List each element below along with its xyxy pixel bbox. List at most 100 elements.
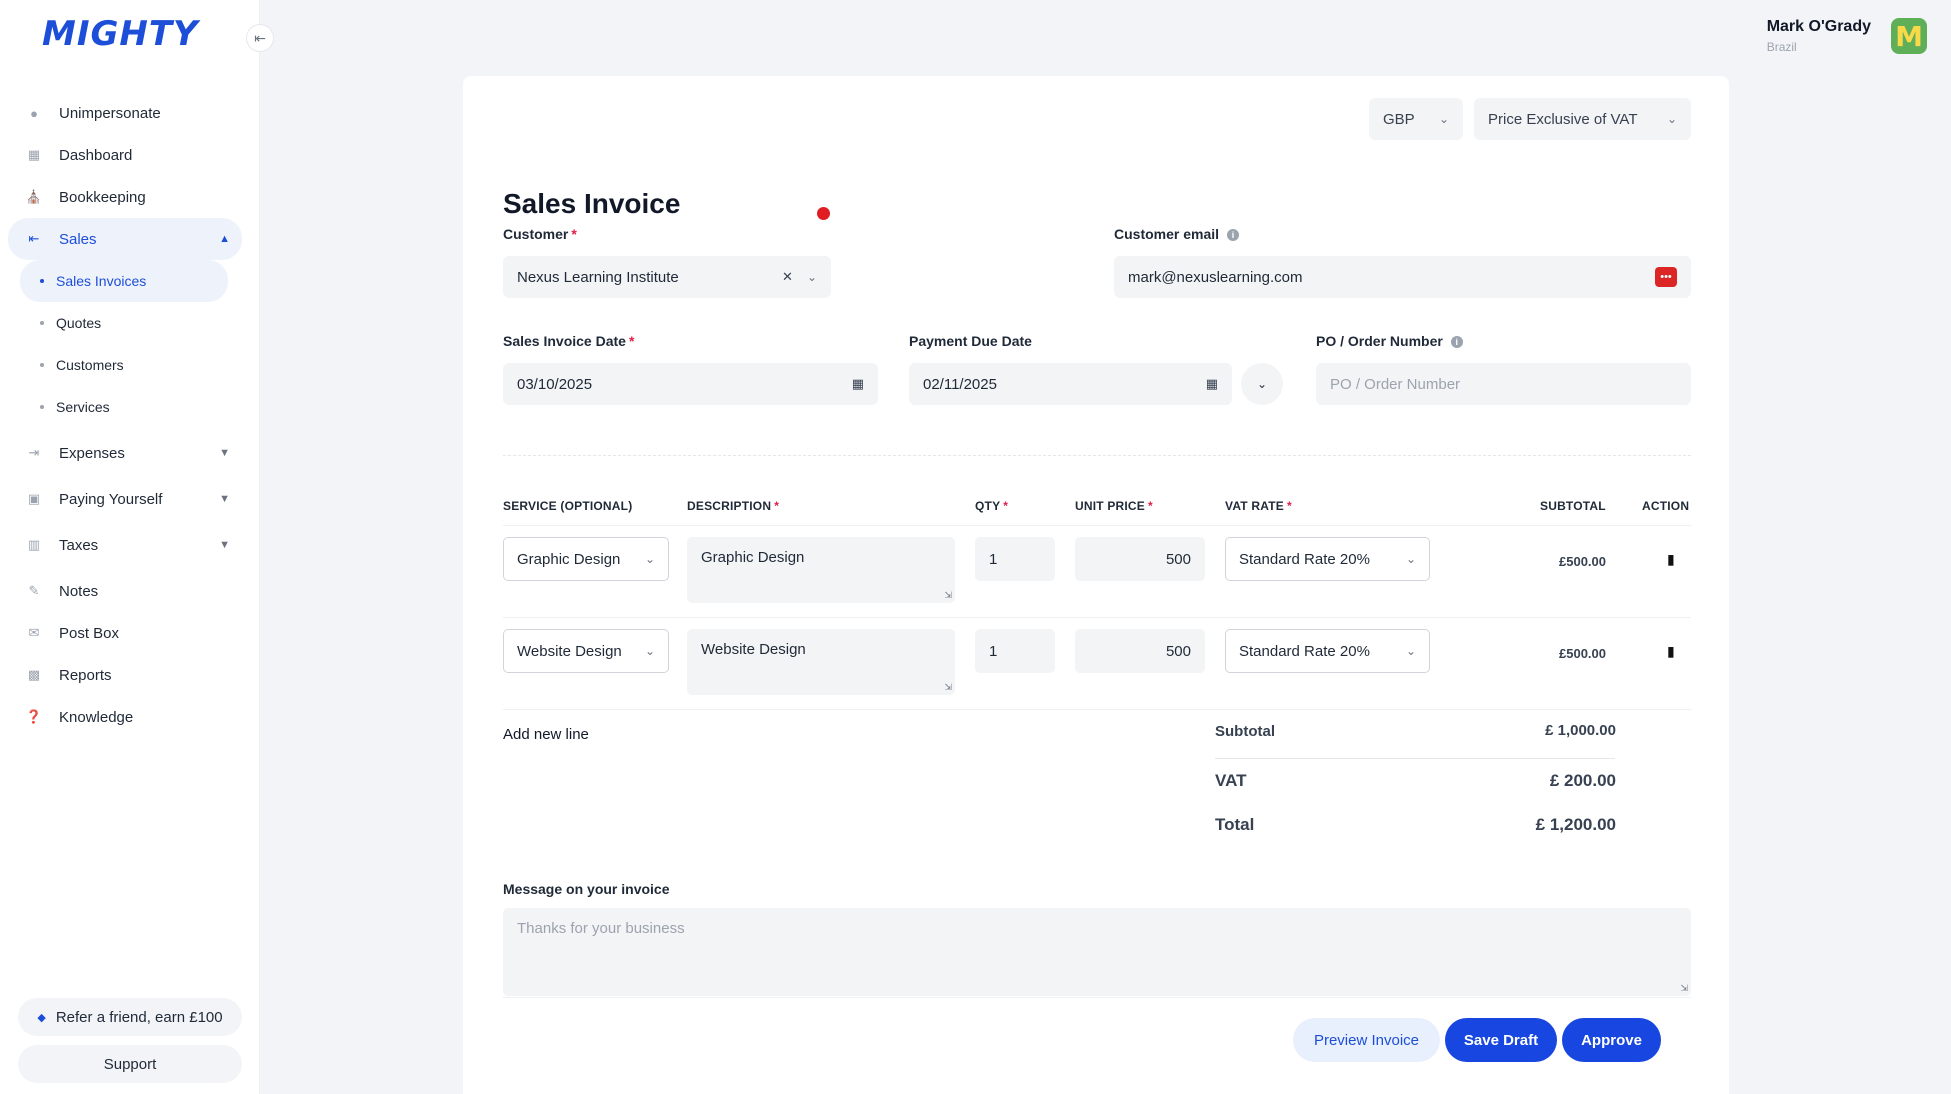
bullet-icon — [40, 405, 44, 409]
avatar[interactable]: M — [1891, 18, 1927, 54]
refer-friend-button[interactable]: ◆ Refer a friend, earn £100 — [18, 998, 242, 1036]
page-title: Sales Invoice — [503, 188, 681, 219]
help-icon: ❓ — [25, 709, 43, 724]
sidebar-subitem-label: Sales Invoices — [56, 273, 147, 289]
customer-value: Nexus Learning Institute — [517, 268, 679, 286]
user-info: Mark O'Grady Brazil — [1767, 18, 1871, 54]
sidebar-nav: ● Unimpersonate ▦ Dashboard ⛪ Bookkeepin… — [0, 92, 260, 738]
info-icon[interactable]: i — [1450, 336, 1463, 349]
unit-price-input[interactable]: 500 — [1075, 629, 1205, 673]
sales-icon: ⇤ — [28, 231, 40, 246]
sidebar-item-sales[interactable]: ⇤ Sales ▲ — [8, 218, 242, 260]
sidebar-item-paying-yourself[interactable]: ▣ Paying Yourself ▼ — [0, 478, 260, 520]
column-header-vat-rate: VAT RATE * — [1225, 499, 1292, 513]
service-select[interactable]: Graphic Design ⌄ — [503, 537, 669, 581]
sidebar-item-label: Notes — [59, 582, 99, 600]
message-input[interactable]: Thanks for your business ⇲ — [503, 908, 1691, 996]
message-divider — [503, 997, 1691, 998]
column-header-description: DESCRIPTION * — [687, 499, 780, 513]
description-input[interactable]: Website Design ⇲ — [687, 629, 955, 695]
clear-icon[interactable]: ✕ — [782, 269, 793, 284]
price-mode-select[interactable]: Price Exclusive of VAT ⌄ — [1474, 98, 1691, 140]
calendar-icon[interactable]: ▦ — [1205, 376, 1218, 391]
po-number-label: PO / Order Number i — [1316, 333, 1463, 349]
chevron-down-icon[interactable]: ⌄ — [806, 270, 817, 284]
vat-label: VAT — [1215, 771, 1247, 790]
chevron-down-icon: ▼ — [219, 493, 230, 505]
sidebar-subitem-services[interactable]: Services — [0, 386, 260, 428]
support-button[interactable]: Support — [18, 1045, 242, 1083]
due-date-value: 02/11/2025 — [923, 375, 997, 393]
due-date-field[interactable]: 02/11/2025 ▦ — [909, 363, 1232, 405]
total-value: £ 1,200.00 — [1535, 815, 1616, 834]
description-input[interactable]: Graphic Design ⇲ — [687, 537, 955, 603]
sidebar-item-post-box[interactable]: ✉ Post Box — [0, 612, 260, 654]
resize-handle-icon[interactable]: ⇲ — [1680, 983, 1688, 993]
save-draft-button[interactable]: Save Draft — [1445, 1018, 1557, 1062]
sidebar-item-label: Taxes — [59, 536, 99, 554]
chart-icon: ▩ — [27, 667, 41, 682]
sidebar-item-notes[interactable]: ✎ Notes — [0, 570, 260, 612]
sidebar-item-label: Post Box — [59, 624, 120, 642]
sidebar-subitem-quotes[interactable]: Quotes — [0, 302, 260, 344]
chevron-down-icon: ⌄ — [1405, 644, 1416, 658]
refer-label: Refer a friend, earn £100 — [55, 1008, 223, 1026]
section-divider — [503, 455, 1691, 456]
po-number-input[interactable]: PO / Order Number — [1316, 363, 1691, 405]
column-header-subtotal: SUBTOTAL — [1540, 499, 1606, 513]
sidebar-subitem-customers[interactable]: Customers — [0, 344, 260, 386]
chevron-down-icon: ⌄ — [1438, 112, 1449, 126]
mighty-logo[interactable]: MIGHTY — [42, 14, 199, 54]
subtotal-value: £ 1,000.00 — [1545, 722, 1616, 739]
sidebar-item-label: Sales — [59, 230, 97, 248]
sidebar-item-knowledge[interactable]: ❓ Knowledge — [0, 696, 260, 738]
status-dot — [817, 207, 830, 220]
message-label: Message on your invoice — [503, 881, 670, 897]
chevron-down-icon: ▼ — [219, 447, 230, 459]
preview-invoice-button[interactable]: Preview Invoice — [1293, 1018, 1440, 1062]
due-date-options-button[interactable]: ⌄ — [1241, 363, 1283, 405]
calendar-icon[interactable]: ▦ — [851, 376, 864, 391]
add-new-line-button[interactable]: Add new line — [503, 726, 589, 743]
sidebar-item-unimpersonate[interactable]: ● Unimpersonate — [0, 92, 260, 134]
customer-select[interactable]: Nexus Learning Institute ✕ ⌄ — [503, 256, 831, 298]
sidebar-item-expenses[interactable]: ⇥ Expenses ▼ — [0, 432, 260, 474]
grid-icon: ▦ — [27, 147, 41, 162]
delete-line-icon[interactable]: ▮ — [1667, 643, 1675, 659]
qty-input[interactable]: 1 — [975, 629, 1055, 673]
resize-handle-icon[interactable]: ⇲ — [944, 590, 952, 600]
pencil-icon: ✎ — [28, 583, 40, 598]
invoice-date-field[interactable]: 03/10/2025 ▦ — [503, 363, 878, 405]
table-divider — [503, 525, 1691, 526]
sidebar-item-taxes[interactable]: ▥ Taxes ▼ — [0, 524, 260, 566]
chevron-down-icon: ▼ — [219, 539, 230, 551]
vat-rate-select[interactable]: Standard Rate 20% ⌄ — [1225, 629, 1430, 673]
chevron-down-icon: ⌄ — [644, 552, 655, 566]
user-name: Mark O'Grady — [1766, 18, 1871, 35]
qty-input[interactable]: 1 — [975, 537, 1055, 581]
customer-email-field[interactable]: mark@nexuslearning.com ••• — [1114, 256, 1691, 298]
sidebar-subitem-sales-invoices[interactable]: Sales Invoices — [20, 260, 228, 302]
sidebar-item-label: Paying Yourself — [59, 490, 163, 508]
info-icon[interactable]: i — [1227, 229, 1240, 242]
price-mode-value: Price Exclusive of VAT — [1488, 110, 1638, 128]
table-row-divider — [503, 617, 1691, 618]
password-manager-icon[interactable]: ••• — [1655, 267, 1677, 287]
vat-rate-select[interactable]: Standard Rate 20% ⌄ — [1225, 537, 1430, 581]
column-header-action: ACTION — [1642, 499, 1690, 513]
sidebar-item-reports[interactable]: ▩ Reports — [0, 654, 260, 696]
sidebar-item-bookkeeping[interactable]: ⛪ Bookkeeping — [0, 176, 260, 218]
service-select[interactable]: Website Design ⌄ — [503, 629, 669, 673]
customer-label: Customer * — [503, 226, 577, 242]
chevron-up-icon: ▲ — [219, 233, 230, 245]
approve-button[interactable]: Approve — [1562, 1018, 1661, 1062]
currency-select[interactable]: GBP ⌄ — [1369, 98, 1463, 140]
collapse-sidebar-button[interactable]: ⇤ — [246, 24, 274, 52]
sidebar-item-dashboard[interactable]: ▦ Dashboard — [0, 134, 260, 176]
unit-price-input[interactable]: 500 — [1075, 537, 1205, 581]
delete-line-icon[interactable]: ▮ — [1667, 551, 1675, 567]
invoice-date-value: 03/10/2025 — [517, 375, 593, 393]
resize-handle-icon[interactable]: ⇲ — [944, 682, 952, 692]
due-date-label: Payment Due Date — [909, 333, 1032, 349]
user-menu[interactable]: Mark O'Grady Brazil M — [1767, 18, 1927, 54]
